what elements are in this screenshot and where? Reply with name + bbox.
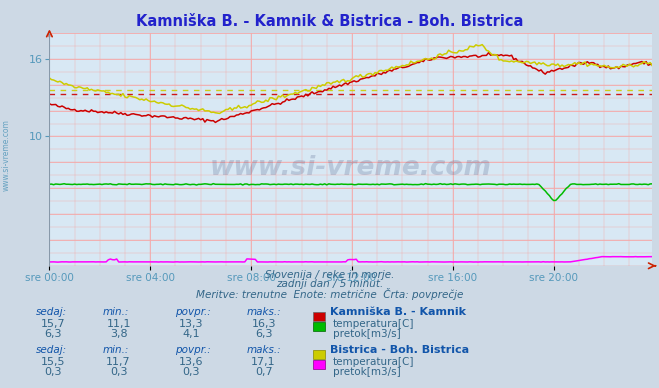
Text: min.:: min.:: [102, 307, 129, 317]
Text: 13,3: 13,3: [179, 319, 204, 329]
Text: 17,1: 17,1: [251, 357, 276, 367]
Text: Slovenija / reke in morje.: Slovenija / reke in morje.: [265, 270, 394, 280]
Text: povpr.:: povpr.:: [175, 345, 210, 355]
Text: Kamniška B. - Kamnik & Bistrica - Boh. Bistrica: Kamniška B. - Kamnik & Bistrica - Boh. B…: [136, 14, 523, 29]
Text: temperatura[C]: temperatura[C]: [333, 319, 415, 329]
Text: 4,1: 4,1: [183, 329, 200, 339]
Text: 0,3: 0,3: [110, 367, 127, 377]
Text: pretok[m3/s]: pretok[m3/s]: [333, 329, 401, 339]
Text: 0,3: 0,3: [183, 367, 200, 377]
Text: 0,7: 0,7: [255, 367, 272, 377]
Text: povpr.:: povpr.:: [175, 307, 210, 317]
Text: www.si-vreme.com: www.si-vreme.com: [210, 155, 492, 181]
Text: maks.:: maks.:: [247, 345, 282, 355]
Text: 15,7: 15,7: [40, 319, 65, 329]
Text: 13,6: 13,6: [179, 357, 204, 367]
Text: 0,3: 0,3: [44, 367, 61, 377]
Text: 11,1: 11,1: [106, 319, 131, 329]
Text: sedaj:: sedaj:: [36, 345, 67, 355]
Text: zadnji dan / 5 minut.: zadnji dan / 5 minut.: [276, 279, 383, 289]
Text: Bistrica - Boh. Bistrica: Bistrica - Boh. Bistrica: [330, 345, 469, 355]
Text: 15,5: 15,5: [40, 357, 65, 367]
Text: Kamniška B. - Kamnik: Kamniška B. - Kamnik: [330, 307, 465, 317]
Text: 6,3: 6,3: [255, 329, 272, 339]
Text: 11,7: 11,7: [106, 357, 131, 367]
Text: Meritve: trenutne  Enote: metrične  Črta: povprečje: Meritve: trenutne Enote: metrične Črta: …: [196, 288, 463, 300]
Text: maks.:: maks.:: [247, 307, 282, 317]
Text: temperatura[C]: temperatura[C]: [333, 357, 415, 367]
Text: sedaj:: sedaj:: [36, 307, 67, 317]
Text: 3,8: 3,8: [110, 329, 127, 339]
Text: 6,3: 6,3: [44, 329, 61, 339]
Text: 16,3: 16,3: [251, 319, 276, 329]
Text: pretok[m3/s]: pretok[m3/s]: [333, 367, 401, 377]
Text: www.si-vreme.com: www.si-vreme.com: [2, 119, 11, 191]
Text: min.:: min.:: [102, 345, 129, 355]
